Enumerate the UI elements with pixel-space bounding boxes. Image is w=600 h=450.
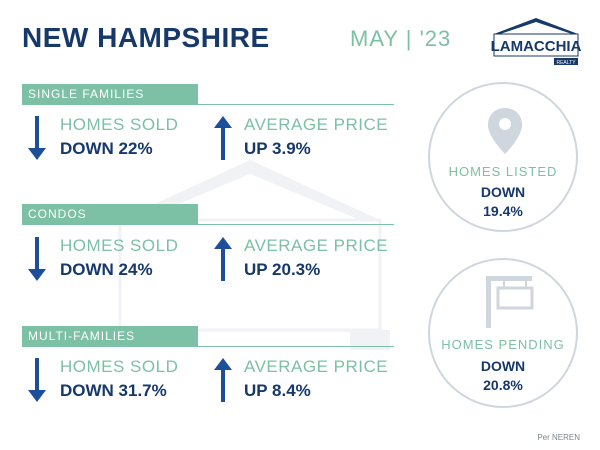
- stat-label: HOMES SOLD: [60, 236, 179, 255]
- average-price-stat: AVERAGE PRICE UP 8.4%: [244, 357, 388, 401]
- stat-label: AVERAGE PRICE: [244, 115, 389, 134]
- homes-listed-circle: HOMES LISTED DOWN 19.4%: [428, 82, 578, 232]
- homes-listed-label: HOMES LISTED: [448, 164, 558, 179]
- stat-value: UP 3.9%: [244, 139, 311, 158]
- sale-sign-icon: [486, 276, 534, 328]
- average-price-stat: AVERAGE PRICE UP 20.3%: [244, 236, 388, 280]
- stat-label: HOMES SOLD: [60, 115, 179, 134]
- homes-pending-value: 20.8%: [483, 377, 523, 393]
- stat-value: DOWN 22%: [60, 139, 153, 158]
- homes-pending-label: HOMES PENDING: [441, 337, 565, 352]
- arrow-up-icon: [214, 358, 232, 402]
- homes-pending-circle: HOMES PENDING DOWN 20.8%: [428, 258, 578, 408]
- section-divider: [22, 346, 394, 347]
- stat-value: DOWN 31.7%: [60, 381, 167, 400]
- homes-listed-direction: DOWN: [480, 184, 526, 200]
- stat-value: UP 20.3%: [244, 260, 321, 279]
- homes-sold-stat: HOMES SOLD DOWN 24%: [60, 236, 178, 280]
- section-divider: [22, 224, 394, 225]
- map-pin-icon: [488, 108, 522, 154]
- homes-sold-stat: HOMES SOLD DOWN 22%: [60, 115, 178, 159]
- logo-text: LAMACCHIA: [491, 38, 582, 55]
- stat-value: DOWN 24%: [60, 260, 153, 279]
- arrow-up-icon: [214, 237, 232, 281]
- page-title: NEW HAMPSHIRE: [22, 22, 270, 53]
- stat-label: HOMES SOLD: [60, 357, 179, 376]
- section-label-single-families: SINGLE FAMILIES: [22, 84, 198, 104]
- section-divider: [22, 104, 394, 105]
- arrow-down-icon: [28, 358, 46, 402]
- logo-subtext: REALTY: [556, 60, 576, 66]
- stat-value: UP 8.4%: [244, 381, 311, 400]
- arrow-up-icon: [214, 116, 232, 160]
- homes-listed-value: 19.4%: [483, 203, 523, 219]
- section-label-condos: CONDOS: [22, 204, 198, 224]
- report-date: MAY | '23: [350, 26, 452, 51]
- source-note: Per NEREN: [537, 433, 580, 442]
- stat-label: AVERAGE PRICE: [244, 236, 389, 255]
- section-label-multi-families: MULTI-FAMILIES: [22, 326, 198, 346]
- arrow-down-icon: [28, 237, 46, 281]
- homes-pending-direction: DOWN: [480, 358, 526, 374]
- lamacchia-logo: LAMACCHIA REALTY: [491, 18, 582, 66]
- homes-sold-stat: HOMES SOLD DOWN 31.7%: [60, 357, 178, 401]
- stat-label: AVERAGE PRICE: [244, 357, 389, 376]
- arrow-down-icon: [28, 116, 46, 160]
- average-price-stat: AVERAGE PRICE UP 3.9%: [244, 115, 388, 159]
